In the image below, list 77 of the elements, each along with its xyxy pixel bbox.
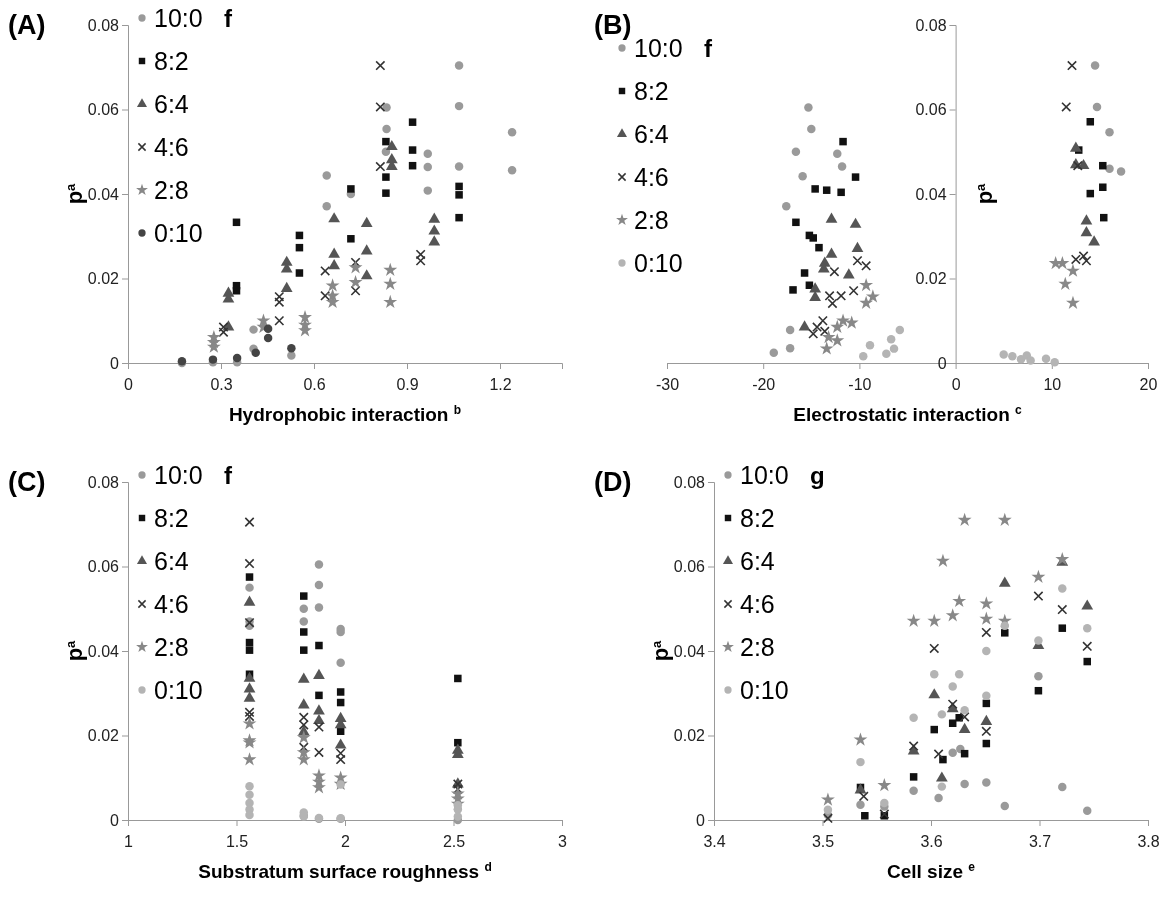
y-tick-label: 0.08 (673, 473, 706, 491)
y-tick-label: 0.08 (87, 473, 120, 491)
x-tick-label: 0.3 (210, 375, 233, 393)
x-tick-label: 3 (558, 832, 568, 850)
legend-label: 6:4 (634, 120, 669, 148)
y-tick-label: 0.06 (673, 558, 706, 576)
legend-label: 2:8 (634, 206, 669, 234)
legend-label: 0:10 (634, 249, 683, 277)
y-tick-label: 0 (696, 811, 706, 829)
legend-label: 2:8 (154, 633, 189, 661)
x-tick-label: 2 (341, 832, 351, 850)
legend-title: g (810, 462, 825, 489)
legend-label: 10:0 (740, 461, 789, 489)
legend-label: 6:4 (154, 90, 189, 118)
legend-label: 10:0 (154, 461, 203, 489)
legend-label: 8:2 (634, 77, 669, 105)
legend-label: 4:6 (634, 163, 669, 191)
x-tick-label: 3.8 (1137, 832, 1160, 850)
y-tick-label: 0.06 (915, 101, 947, 119)
y-tick-label: 0 (937, 354, 947, 372)
legend-label: 0:10 (154, 219, 203, 247)
y-tick-label: 0.08 (87, 16, 120, 34)
x-tick-label: -20 (752, 375, 776, 393)
x-tick-label: 20 (1139, 375, 1158, 393)
x-tick-label: 0.6 (303, 375, 326, 393)
y-tick-label: 0.04 (87, 185, 120, 203)
y-tick-label: 0 (110, 354, 120, 372)
chart-title: (A) (8, 10, 46, 40)
legend-title: f (224, 462, 233, 489)
x-tick-label: 1.2 (489, 375, 512, 393)
legend-label: 8:2 (154, 47, 189, 75)
x-axis-title: Electrostatic interaction $^{c}$ (793, 403, 1023, 425)
y-tick-label: 0.02 (673, 727, 706, 745)
legend-label: 2:8 (154, 176, 189, 204)
y-tick-label: 0 (110, 811, 120, 829)
y-tick-label: 0.04 (673, 642, 706, 660)
x-tick-label: 1 (124, 832, 134, 850)
chart-title: (B) (594, 10, 632, 40)
legend-label: 10:0 (634, 34, 683, 62)
y-tick-label: 0.08 (915, 16, 947, 34)
x-axis-title: Substratum surface roughness $^{d}$ (198, 860, 492, 882)
y-tick-label: 0.02 (87, 270, 120, 288)
y-tick-label: 0.04 (915, 185, 947, 203)
x-tick-label: 3.6 (920, 832, 943, 850)
x-axis-title: Hydrophobic interaction $^{b}$ (228, 403, 462, 425)
x-tick-label: 0 (951, 375, 961, 393)
x-tick-label: 0 (124, 375, 134, 393)
x-tick-label: -30 (655, 375, 680, 393)
x-tick-label: 3.7 (1028, 832, 1052, 850)
x-tick-label: 0.9 (396, 375, 419, 393)
legend-title: f (224, 5, 233, 32)
legend-title: f (704, 35, 713, 62)
x-tick-label: 3.5 (811, 832, 835, 850)
chart-title: (D) (594, 467, 632, 497)
x-tick-label: 1.5 (225, 832, 249, 850)
y-tick-label: 0.04 (87, 642, 120, 660)
legend-label: 2:8 (740, 633, 775, 661)
x-tick-label: 10 (1043, 375, 1062, 393)
legend-label: 4:6 (154, 590, 189, 618)
y-tick-label: 0.02 (87, 727, 120, 745)
legend-label: 4:6 (154, 133, 189, 161)
y-tick-label: 0.06 (87, 101, 120, 119)
legend-label: 6:4 (740, 547, 775, 575)
legend-label: 8:2 (154, 504, 189, 532)
legend-label: 0:10 (740, 676, 789, 704)
legend-label: 4:6 (740, 590, 775, 618)
legend-label: 8:2 (740, 504, 775, 532)
x-tick-label: 3.4 (703, 832, 726, 850)
y-tick-label: 0.02 (915, 270, 947, 288)
legend-label: 10:0 (154, 4, 203, 32)
x-axis-title: Cell size $^{e}$ (886, 860, 976, 882)
legend-label: 6:4 (154, 547, 189, 575)
x-tick-label: -10 (848, 375, 872, 393)
legend-label: 0:10 (154, 676, 203, 704)
y-tick-label: 0.06 (87, 558, 120, 576)
chart-title: (C) (8, 467, 46, 497)
x-tick-label: 2.5 (442, 832, 466, 850)
